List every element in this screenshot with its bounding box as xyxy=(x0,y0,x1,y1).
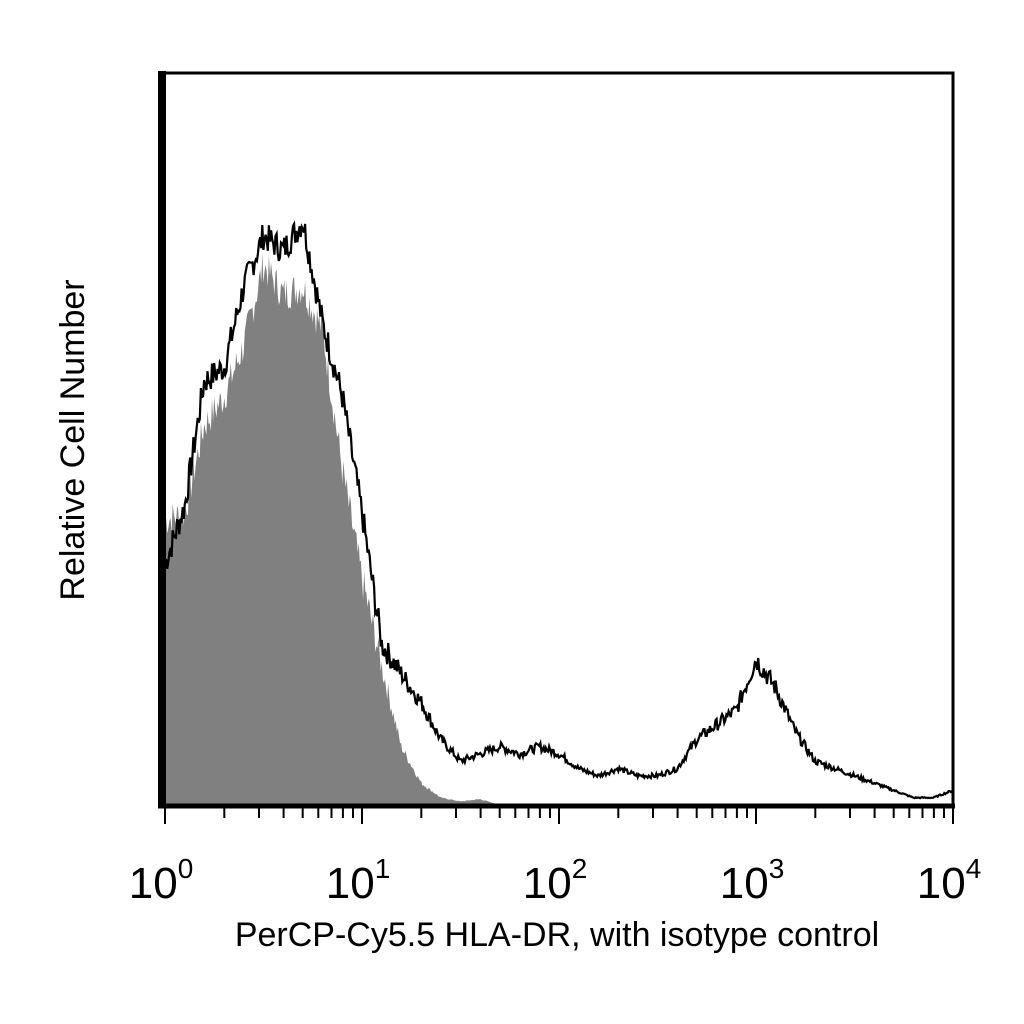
x-tick-label: 100 xyxy=(129,853,194,908)
x-tick-label: 103 xyxy=(720,853,785,908)
isotype-control-histogram xyxy=(165,252,953,806)
x-tick-label: 102 xyxy=(523,853,588,908)
stained-sample-histogram xyxy=(163,220,954,800)
x-ticks: 100 101 102 103 104 xyxy=(129,806,982,908)
x-axis-title: PerCP-Cy5.5 HLA-DR, with isotype control xyxy=(235,916,879,954)
x-tick-label: 101 xyxy=(326,853,391,908)
x-tick-label: 104 xyxy=(917,853,982,908)
series-layer xyxy=(163,220,954,806)
y-axis-title: Relative Cell Number xyxy=(54,279,92,600)
